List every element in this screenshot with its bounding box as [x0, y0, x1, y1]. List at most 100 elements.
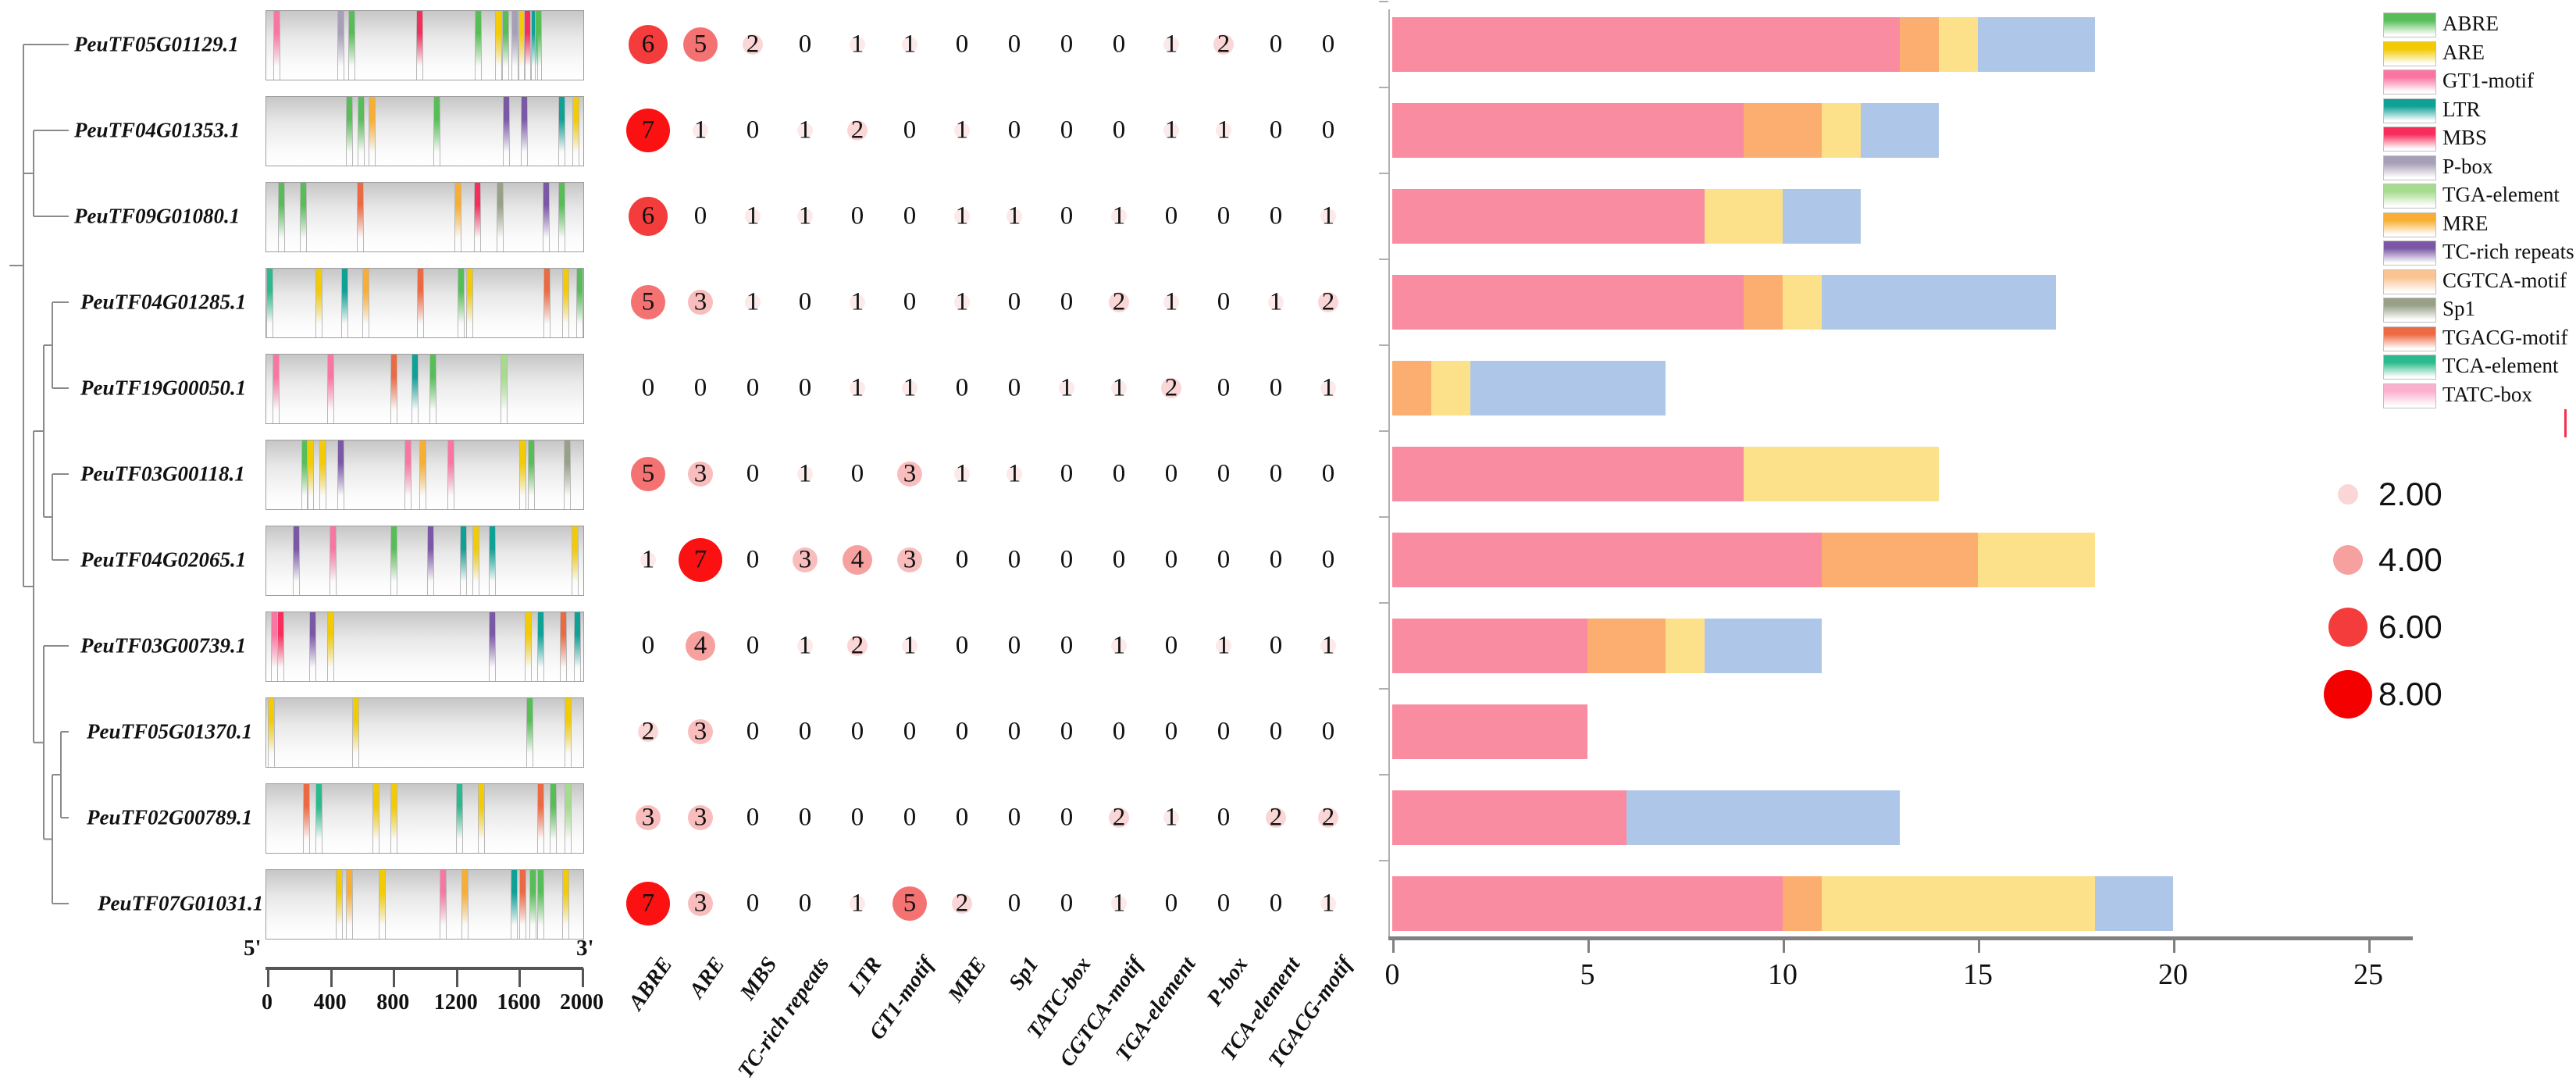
bar-segment-yellow [1978, 533, 2095, 587]
count-bubble [1268, 294, 1284, 310]
count-value: 0 [1060, 116, 1074, 144]
bar-segment-yellow [1822, 876, 2095, 931]
legend-swatch-tc-rich-repeats [2383, 241, 2436, 266]
bar-x-tick [1978, 940, 1980, 953]
motif-mark-ltr [411, 355, 419, 423]
gene-name: PeuTF04G01285.1 [80, 290, 247, 314]
legend-swatch-abre [2383, 12, 2436, 37]
count-bubble [636, 805, 661, 830]
count-bubble [688, 462, 713, 487]
count-bubble [745, 209, 761, 224]
count-value: 0 [1112, 717, 1126, 746]
gene-label-column: PeuTF05G01129.1 PeuTF04G01353.1 PeuTF09G01… [0, 0, 265, 1084]
count-value: 1 [1321, 201, 1335, 230]
count-value: 0 [746, 803, 760, 832]
count-value: 0 [955, 803, 969, 832]
size-legend-label: 4.00 [2378, 541, 2442, 578]
count-value: 0 [798, 889, 812, 918]
count-value: 0 [1321, 30, 1335, 59]
count-bubble [1109, 808, 1129, 828]
legend-swatch-gt1-motif [2383, 70, 2436, 94]
count-value: 0 [798, 803, 812, 832]
motif-mark-tc-rich-repeats [426, 526, 434, 595]
legend-label: P-box [2442, 154, 2493, 178]
count-value: 1 [1164, 803, 1178, 832]
count-bubble [1007, 209, 1022, 224]
count-value: 0 [1217, 287, 1231, 316]
count-value: 0 [1007, 373, 1021, 402]
bar-segment-yellow [1666, 619, 1705, 673]
count-value: 0 [1007, 889, 1021, 918]
bar-y-tick [1379, 516, 1388, 518]
count-value: 0 [955, 545, 969, 574]
count-bubble [683, 27, 718, 62]
bar-row [1392, 876, 2407, 931]
count-value: 1 [1217, 116, 1231, 144]
count-bubble [902, 37, 917, 52]
count-value: 1 [1217, 631, 1231, 660]
count-value: 1 [798, 201, 812, 230]
count-value: 0 [1007, 803, 1021, 832]
motif-mark-mre [419, 440, 427, 509]
motif-mark-mbs [473, 183, 481, 251]
legend-label: CGTCA-motif [2442, 268, 2567, 292]
motif-mark-tgacg-motif [559, 612, 567, 681]
count-value: 0 [641, 373, 655, 402]
motif-mark-are [561, 269, 569, 337]
bar-segment-pink [1392, 790, 1626, 845]
size-legend-label: 6.00 [2378, 608, 2442, 645]
legend-label: ABRE [2442, 12, 2499, 35]
bar-segment-yellow [1705, 189, 1783, 244]
count-value: 7 [641, 889, 655, 918]
promoter-diagram [265, 182, 584, 252]
count-value: 1 [955, 116, 969, 144]
motif-mark-tgacg-motif [356, 183, 364, 251]
count-bubble [1163, 37, 1179, 52]
bar-y-tick [1379, 602, 1388, 604]
count-value: 0 [1060, 889, 1074, 918]
legend-label: TATC-box [2442, 382, 2532, 406]
count-value: 3 [693, 889, 707, 918]
count-value: 2 [1321, 803, 1335, 832]
count-bubble [850, 896, 865, 911]
count-value: 0 [798, 717, 812, 746]
count-bubble [797, 123, 813, 138]
count-value: 1 [955, 459, 969, 488]
count-bubble [1111, 638, 1127, 654]
gene-name: PeuTF04G02065.1 [80, 547, 247, 572]
legend-label: MRE [2442, 211, 2489, 235]
motif-mark-tgacg-motif [519, 870, 527, 939]
gene-name: PeuTF07G01031.1 [98, 891, 264, 915]
count-value: 0 [1112, 30, 1126, 59]
bar-x-tick [1783, 940, 1785, 953]
count-bubble [688, 719, 713, 744]
motif-mark-abre [457, 269, 465, 337]
count-value: 3 [693, 803, 707, 832]
motif-mark-mre [368, 97, 376, 166]
motif-mark-are [564, 698, 572, 767]
count-value: 0 [1217, 373, 1231, 402]
motif-mark-mbs [524, 11, 532, 80]
count-bubble [686, 631, 715, 661]
motif-mark-abre [529, 870, 536, 939]
bar-segment-pink [1392, 447, 1744, 501]
count-value: 0 [1164, 459, 1178, 488]
count-bubble [1320, 380, 1336, 396]
count-value: 1 [693, 116, 707, 144]
count-value: 0 [746, 373, 760, 402]
scale-axis-line [265, 967, 583, 970]
count-bubble [952, 893, 972, 914]
count-bubble [1320, 638, 1336, 654]
motif-mark-mbs [277, 612, 285, 681]
bar-x-tick-label: 10 [1768, 958, 1797, 991]
count-bubble [954, 209, 970, 224]
size-legend-bubble [2338, 484, 2358, 505]
count-value: 0 [1007, 30, 1021, 59]
motif-mark-abre [433, 97, 441, 166]
count-value: 0 [693, 201, 707, 230]
count-bubble [897, 462, 922, 487]
count-value: 0 [903, 717, 917, 746]
count-value: 0 [641, 631, 655, 660]
scale-tick-label: 2000 [560, 990, 604, 1014]
count-value: 0 [1321, 116, 1335, 144]
